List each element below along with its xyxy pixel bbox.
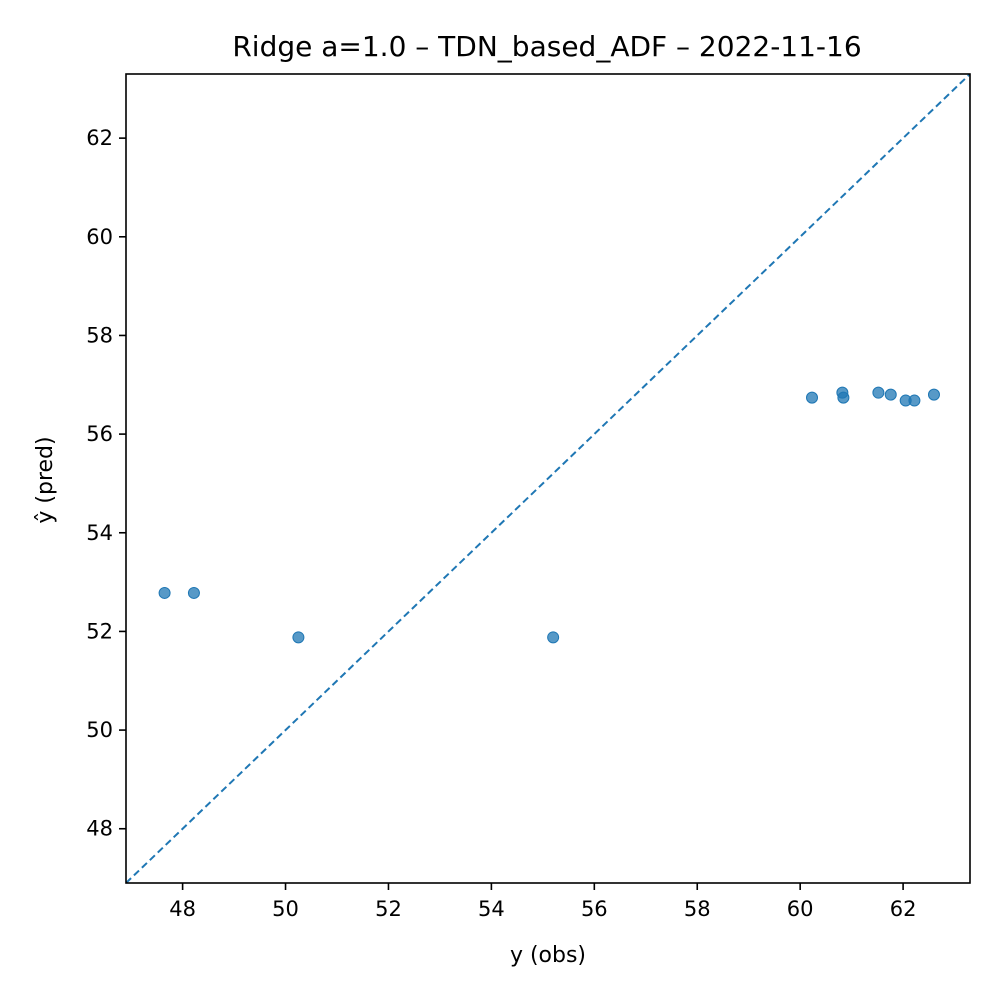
x-tick-label: 60 — [787, 897, 814, 921]
y-tick-label: 50 — [86, 718, 113, 742]
plot-frame — [125, 73, 971, 884]
x-tick-label: 56 — [581, 897, 608, 921]
y-tick-label: 48 — [86, 817, 113, 841]
y-tick-label: 60 — [86, 225, 113, 249]
data-point — [806, 391, 819, 404]
x-axis-label: y (obs) — [510, 943, 586, 968]
data-point — [872, 386, 885, 399]
data-point — [837, 391, 850, 404]
x-tick-label: 48 — [169, 897, 196, 921]
data-point — [292, 631, 305, 644]
data-point — [927, 388, 940, 401]
data-point — [908, 394, 921, 407]
y-tick-label: 52 — [86, 619, 113, 643]
identity-line — [125, 73, 971, 884]
x-tick-label: 54 — [478, 897, 505, 921]
x-tick-label: 58 — [684, 897, 711, 921]
data-point — [884, 388, 897, 401]
x-tick-label: 50 — [272, 897, 299, 921]
y-tick-label: 62 — [86, 126, 113, 150]
y-tick-label: 54 — [86, 521, 113, 545]
chart-title: Ridge a=1.0 – TDN_based_ADF – 2022-11-16 — [232, 30, 861, 63]
x-tick-label: 62 — [890, 897, 917, 921]
y-tick-label: 58 — [86, 323, 113, 347]
data-point — [187, 586, 200, 599]
y-tick-label: 56 — [86, 422, 113, 446]
x-tick-label: 52 — [375, 897, 402, 921]
y-axis-label: ŷ (pred) — [33, 436, 58, 523]
data-point — [547, 631, 560, 644]
data-point — [158, 586, 171, 599]
